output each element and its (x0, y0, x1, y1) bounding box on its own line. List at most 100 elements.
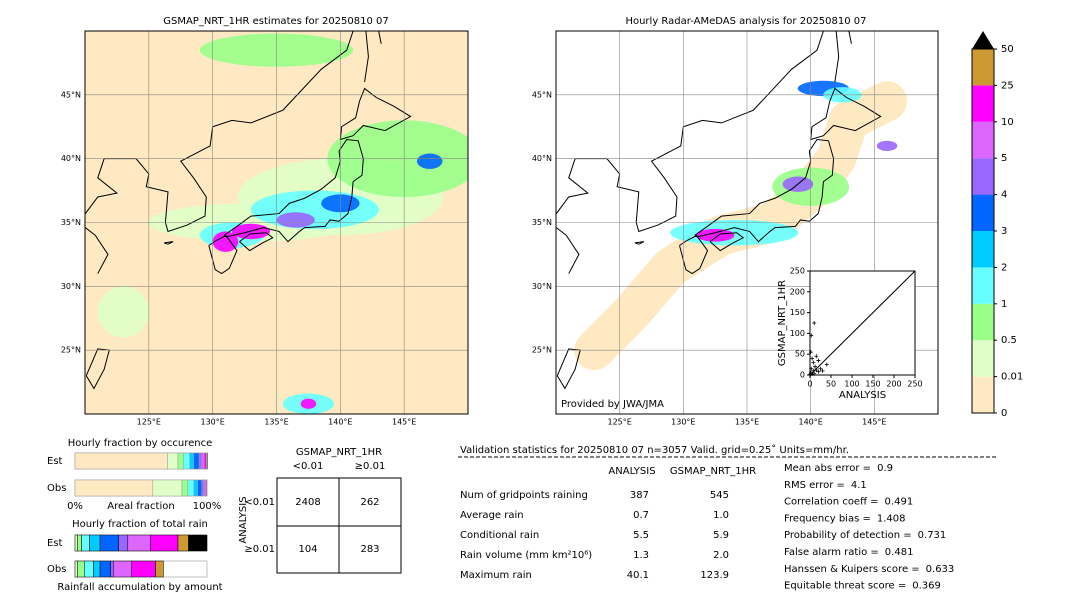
coastline (239, 232, 274, 252)
score-label: False alarm ratio = (784, 547, 879, 558)
scatter-point (809, 333, 814, 338)
bar-segment (81, 534, 90, 552)
table-cell: 262 (360, 497, 379, 508)
colorbar-segment (972, 231, 994, 268)
score-label: Equitable threat score = (784, 581, 906, 592)
stat-value: 5.5 (633, 530, 649, 541)
coastline (378, 31, 382, 44)
map-frame (555, 30, 939, 415)
coastline (834, 31, 840, 83)
x-tick-label: 150 (865, 380, 880, 389)
score-label: Frequency bias = (784, 513, 871, 524)
bar-segment (127, 534, 151, 552)
colorbar-segment (972, 85, 994, 122)
chart-title: Hourly fraction by occurence (68, 438, 212, 449)
bar-segment (93, 560, 101, 578)
bar-segment (167, 452, 179, 470)
rain-area (276, 212, 315, 228)
stat-label: Conditional rain (460, 530, 539, 541)
category-label: Est (47, 456, 63, 467)
table-cell: 283 (360, 544, 379, 555)
bar-segment (99, 534, 119, 552)
scatter-point (809, 366, 814, 371)
rain-area (250, 190, 379, 229)
coastline (848, 31, 852, 44)
coastline (810, 87, 882, 140)
colorbar-label: 5 (1001, 153, 1007, 164)
colorbar-segment (972, 376, 994, 413)
coastline (85, 348, 110, 390)
rain-area (97, 286, 149, 338)
colorbar-label: 1 (1001, 299, 1007, 310)
scatter-point (816, 369, 821, 374)
y-tick-label: 150 (790, 308, 805, 317)
score-label: Mean abs error = (784, 463, 871, 474)
bar-segment (188, 534, 208, 552)
x-tick-label: 145°E (392, 418, 416, 427)
bar-segment (203, 479, 206, 497)
bar-segment (201, 452, 205, 470)
coastline (556, 348, 581, 390)
score: Equitable threat score = 0.369 (784, 581, 941, 592)
stat-value: 0.7 (633, 510, 649, 521)
score-label: Hanssen & Kuipers score = (784, 564, 920, 575)
y-axis-label: GSMAP_NRT_1HR (777, 280, 788, 366)
stat-value: 1.3 (633, 550, 649, 561)
bar-segment (177, 452, 184, 470)
bar-segment (197, 479, 202, 497)
stat-label: Num of gridpoints raining (460, 490, 588, 501)
coastline (339, 87, 412, 140)
colorbar-label: 0.01 (1001, 372, 1023, 383)
row-header: <0.01 (244, 497, 275, 508)
bar-segment (74, 560, 78, 578)
stat-label: Rain volume (mm km²10⁶) (460, 550, 592, 561)
scatter-point (814, 368, 819, 373)
rain-area (416, 153, 443, 169)
x-tick-label: 250 (907, 380, 922, 389)
scatter-point (813, 364, 818, 369)
scatter-point (808, 350, 813, 355)
y-tick-label: 45°N (61, 90, 81, 99)
stat-label: Maximum rain (460, 570, 532, 581)
score: Frequency bias = 1.408 (784, 513, 906, 524)
stat-value: 5.9 (713, 530, 729, 541)
column-header: ANALYSIS (608, 466, 655, 477)
colorbar-segment (972, 303, 994, 341)
x-tick-label: 0% (67, 501, 83, 512)
bar-segment (193, 452, 200, 470)
scatter-point (810, 356, 815, 361)
map-frame (84, 30, 469, 415)
stat-value: 40.1 (627, 570, 649, 581)
column-header: GSMAP_NRT_1HR (670, 466, 756, 477)
bar-segment (152, 479, 183, 497)
bar-segment (181, 479, 189, 497)
bar-segment (182, 452, 191, 470)
table-cell: 104 (298, 544, 317, 555)
x-tick-label: 125°E (608, 418, 632, 427)
rain-area (212, 231, 239, 252)
bar-segment (131, 560, 156, 578)
y-tick-label: 200 (790, 287, 805, 296)
score: Mean abs error = 0.9 (784, 463, 893, 474)
stat-value: 387 (630, 490, 649, 501)
bar-segment (189, 452, 195, 470)
y-tick-label: 25°N (532, 346, 552, 355)
coastline (679, 236, 709, 275)
diagonal (809, 270, 916, 376)
colorbar-label: 0.5 (1001, 335, 1017, 346)
x-tick-label: 135°E (735, 418, 759, 427)
colorbar-label: 4 (1001, 190, 1007, 201)
score-label: Correlation coeff = (784, 497, 879, 508)
scatter-point (816, 358, 821, 363)
score-label: Probability of detection = (784, 530, 912, 541)
bar-segment (83, 560, 94, 578)
y-tick-label: 0 (800, 371, 805, 380)
map-title: Hourly Radar-AMeDAS analysis for 2025081… (625, 16, 866, 27)
x-tick-label: 100% (193, 501, 222, 512)
y-tick-label: 35°N (532, 218, 552, 227)
scatter-point (808, 373, 812, 377)
category-label: Obs (47, 564, 66, 575)
y-tick-label: 35°N (61, 218, 81, 227)
x-tick-label: 140°E (328, 418, 352, 427)
